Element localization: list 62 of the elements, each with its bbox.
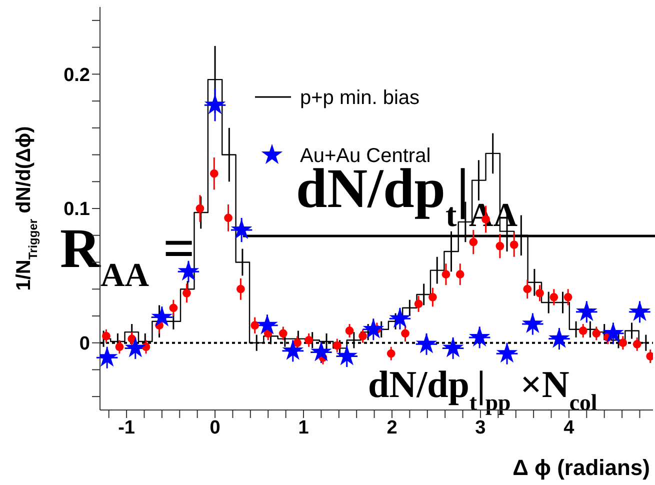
point: [196, 204, 204, 213]
point: [456, 270, 464, 278]
point: [358, 332, 367, 340]
point: [182, 288, 191, 298]
point: [414, 300, 423, 308]
point: [210, 169, 218, 178]
point: [578, 326, 588, 335]
point: [389, 307, 411, 328]
point: [468, 326, 490, 346]
point: [224, 214, 232, 222]
point: [401, 329, 410, 338]
point: [536, 288, 544, 298]
point: [178, 260, 200, 281]
point: [345, 326, 354, 335]
point: [332, 341, 342, 350]
point: [142, 342, 150, 352]
y-tick-label: 0.1: [64, 199, 90, 220]
x-tick-label: 4: [564, 417, 575, 438]
y-tick-label: 0: [79, 334, 90, 355]
point: [236, 284, 245, 294]
point: [169, 304, 178, 312]
point: [250, 321, 260, 330]
point: [304, 336, 313, 344]
x-tick-label: 1: [298, 417, 310, 438]
point: [496, 342, 518, 363]
point: [282, 340, 304, 360]
point: [548, 328, 570, 348]
point: [204, 94, 226, 114]
point: [428, 292, 437, 302]
point: [523, 284, 532, 294]
point: [278, 329, 288, 338]
point: [496, 242, 504, 250]
x-tick-label: -1: [118, 417, 136, 438]
point: [336, 345, 358, 366]
point: [576, 300, 598, 321]
point: [632, 340, 642, 348]
x-tick-label: 3: [475, 417, 486, 438]
point: [310, 341, 332, 362]
point: [102, 332, 110, 340]
point: [416, 333, 438, 354]
point: [230, 218, 252, 240]
point: [362, 318, 384, 338]
point: [128, 334, 136, 343]
point: [115, 342, 124, 352]
point: [564, 292, 572, 302]
point: [629, 300, 650, 321]
point: [592, 329, 601, 338]
point: [550, 292, 558, 302]
legend-label: p+p min. bias: [300, 87, 420, 109]
x-tick-label: 2: [386, 417, 398, 438]
point: [522, 312, 544, 334]
point: [386, 349, 396, 358]
point: [469, 238, 478, 246]
point: [442, 337, 464, 358]
x-tick-label: 0: [210, 417, 220, 438]
x-axis-title: Δ ϕ (radians): [512, 455, 650, 480]
point: [442, 270, 450, 278]
point: [151, 306, 173, 326]
y-tick-label: 0.2: [64, 64, 90, 86]
point: [618, 338, 628, 348]
point: [510, 240, 518, 249]
point: [293, 338, 302, 348]
